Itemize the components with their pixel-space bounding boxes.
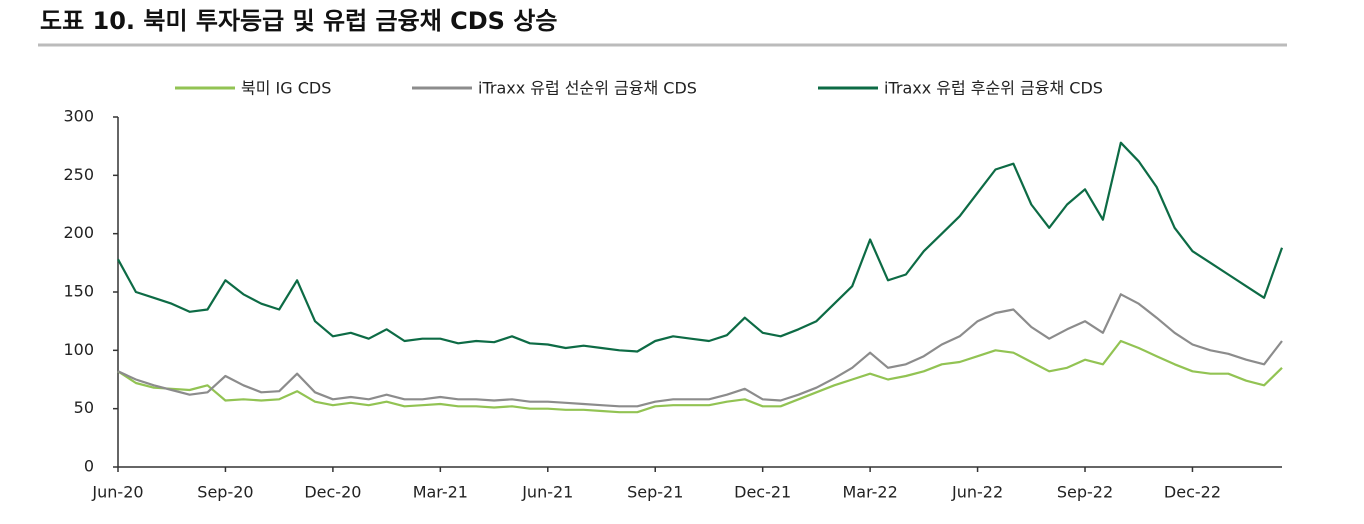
- x-tick-label: Jun-22: [951, 483, 1003, 502]
- x-tick-label: Mar-21: [413, 483, 468, 502]
- x-tick-label: Mar-22: [842, 483, 897, 502]
- x-tick-label: Sep-21: [627, 483, 683, 502]
- legend-label: iTraxx 유럽 후순위 금융채 CDS: [884, 79, 1103, 98]
- chart-title: 도표 10. 북미 투자등급 및 유럽 금융채 CDS 상승: [40, 7, 557, 35]
- series-line: [117, 293, 1283, 408]
- y-tick-label: 0: [84, 457, 94, 476]
- legend-label: iTraxx 유럽 선순위 금융채 CDS: [478, 79, 697, 98]
- x-tick-label: Sep-22: [1057, 483, 1113, 502]
- legend-label: 북미 IG CDS: [241, 79, 331, 98]
- y-tick-label: 300: [63, 107, 94, 126]
- y-tick-label: 150: [63, 282, 94, 301]
- y-tick-label: 50: [74, 398, 94, 417]
- series-line: [117, 141, 1284, 353]
- x-tick-label: Sep-20: [197, 483, 253, 502]
- x-tick-label: Jun-20: [91, 483, 143, 502]
- series-line: [117, 339, 1283, 414]
- y-tick-label: 250: [63, 165, 94, 184]
- x-tick-label: Dec-20: [304, 483, 361, 502]
- x-tick-label: Dec-21: [734, 483, 791, 502]
- y-tick-label: 100: [63, 340, 94, 359]
- x-tick-label: Jun-21: [521, 483, 573, 502]
- y-tick-label: 200: [63, 223, 94, 242]
- x-tick-label: Dec-22: [1164, 483, 1221, 502]
